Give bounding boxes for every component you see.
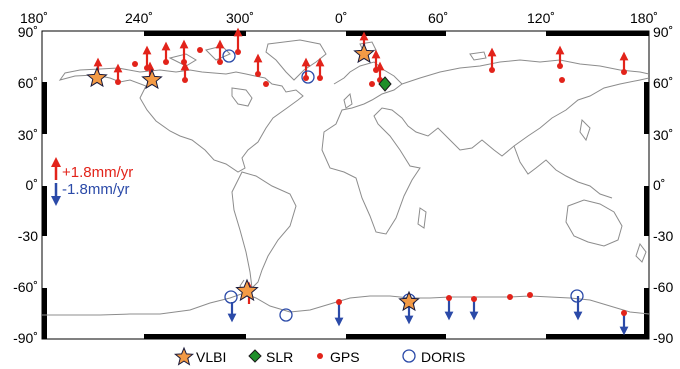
lat-tick-label: -90 — [653, 330, 673, 346]
antarctica-coast — [42, 292, 649, 316]
gps-station — [161, 41, 171, 65]
lat-tick-label: 30˚ — [653, 127, 673, 143]
lat-tick-label: 0˚ — [653, 177, 665, 193]
doris-station — [301, 70, 315, 84]
gps-station — [527, 292, 533, 298]
legend-item-gps: GPS — [317, 349, 360, 365]
rate-down-label: -1.8mm/yr — [62, 181, 130, 198]
lon-tick-labels: 180˚ 240˚ 300˚ 0˚ 60˚ 120˚ 180˚ — [20, 10, 658, 26]
madagascar — [417, 207, 427, 229]
rate-up-label: +1.8mm/yr — [62, 164, 133, 181]
legend-label: VLBI — [196, 349, 226, 365]
vlbi-station — [141, 68, 163, 90]
lat-tick-label: -60˚ — [13, 279, 38, 295]
gps-station — [263, 81, 269, 87]
lat-tick-labels-right: 90˚ 60˚ 30˚ 0˚ -30 -60 -90 — [653, 24, 673, 346]
lat-tick-labels-left: 90˚ 60˚ 30˚ 0˚ -30 -60˚ -90˚ — [13, 24, 38, 346]
dot-icon — [317, 353, 323, 359]
southeast-asia — [513, 145, 613, 199]
doris-station — [570, 289, 584, 303]
legend-item-doris: DORIS — [402, 349, 465, 365]
vlbi-stations — [86, 42, 420, 312]
diamond-icon — [248, 349, 262, 363]
gps-station — [555, 45, 565, 69]
legend-item-slr: SLR — [248, 349, 293, 365]
lat-tick-label: 60˚ — [18, 75, 38, 91]
gps-station — [215, 39, 225, 65]
legend-label: SLR — [266, 349, 293, 365]
lat-tick-label: 90˚ — [653, 24, 673, 40]
gps-station — [369, 81, 375, 87]
lon-tick-label: 60˚ — [428, 10, 448, 26]
slr-stations — [378, 76, 392, 92]
gps-station — [132, 61, 138, 67]
lat-tick-label: -30 — [18, 228, 38, 244]
gps-station — [507, 294, 513, 300]
legend: VLBI SLR GPS DORIS — [173, 346, 465, 366]
south-america-coast — [231, 171, 297, 290]
gps-station — [469, 296, 479, 321]
lat-tick-label: 90˚ — [18, 24, 38, 40]
legend-label: DORIS — [421, 349, 465, 365]
british-isles — [343, 92, 353, 109]
lat-tick-label: 0˚ — [26, 177, 38, 193]
lat-tick-label: -30 — [653, 228, 673, 244]
new-zealand — [635, 242, 647, 263]
doris-station — [224, 290, 238, 304]
arctic-islands — [168, 41, 487, 67]
vlbi-station — [235, 278, 259, 302]
gps-station — [253, 53, 263, 77]
legend-label: GPS — [330, 349, 360, 365]
doris-station — [222, 49, 236, 63]
coastlines — [42, 39, 649, 316]
rate-scale-key: +1.8mm/yr -1.8mm/yr — [51, 157, 133, 206]
circle-icon — [402, 349, 416, 363]
lat-tick-label: -60 — [653, 279, 673, 295]
lon-tick-label: 240˚ — [125, 10, 153, 26]
vlbi-station — [86, 66, 108, 88]
lon-tick-label: 180˚ — [20, 10, 48, 26]
gps-station — [619, 310, 629, 336]
lat-tick-label: -90˚ — [13, 330, 38, 346]
greenland-coast — [265, 39, 327, 81]
slr-station — [378, 76, 392, 92]
gps-station — [334, 299, 344, 327]
lon-tick-label: 120˚ — [527, 10, 555, 26]
lon-tick-label: 0˚ — [335, 10, 347, 26]
map-frame — [41, 30, 650, 340]
legend-item-vlbi: VLBI — [173, 346, 226, 366]
australia-coast — [565, 199, 623, 247]
gps-station — [197, 47, 203, 53]
gps-station — [619, 51, 629, 75]
lat-tick-label: 60˚ — [653, 75, 673, 91]
star-icon — [173, 346, 195, 366]
gps-station — [444, 295, 454, 321]
north-america-coast — [58, 67, 304, 173]
lon-tick-label: 180˚ — [630, 10, 658, 26]
japan — [579, 118, 591, 142]
gps-station — [315, 57, 325, 81]
vlbi-station — [398, 290, 420, 312]
doris-station — [279, 308, 293, 322]
lat-tick-label: 30˚ — [18, 127, 38, 143]
gps-station — [113, 63, 123, 85]
vlbi-station — [353, 42, 375, 64]
asia-north-coast — [401, 59, 649, 85]
gps-station — [301, 57, 311, 81]
europe-africa-coast — [321, 61, 649, 235]
gps-station — [180, 61, 190, 83]
gps-station — [559, 77, 565, 83]
hudson-bay — [231, 87, 253, 107]
gps-station — [487, 47, 497, 73]
lon-tick-label: 300˚ — [226, 10, 254, 26]
map-border-bars — [42, 31, 649, 339]
gps-station — [233, 27, 243, 55]
